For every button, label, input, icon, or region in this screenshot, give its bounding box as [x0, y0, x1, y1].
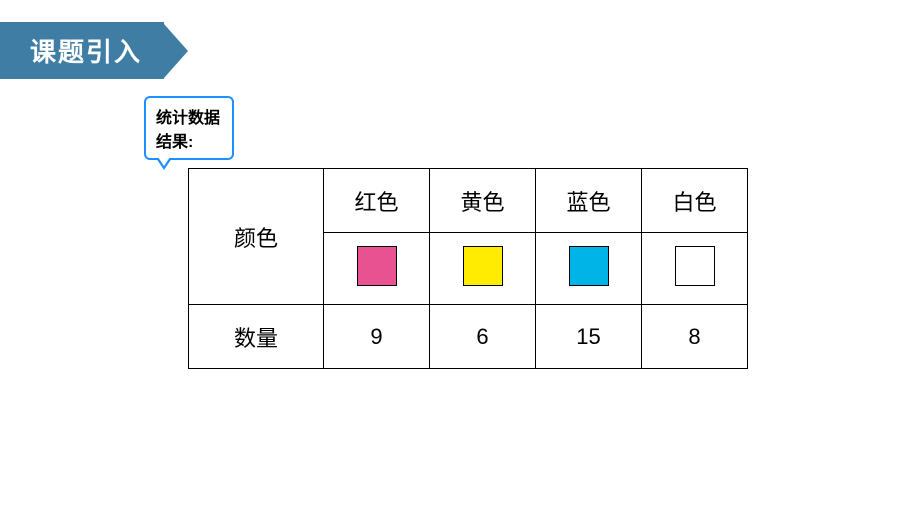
title-arrow [164, 24, 188, 78]
col-label: 白色 [642, 169, 748, 233]
col-label: 红色 [324, 169, 430, 233]
table-header-row: 颜色 红色 黄色 蓝色 白色 [189, 169, 748, 233]
color-swatch [675, 246, 715, 286]
row-header-color: 颜色 [189, 169, 324, 305]
col-label: 黄色 [430, 169, 536, 233]
callout: 统计数据 结果: [144, 96, 234, 160]
title-banner: 课题引入 [0, 22, 188, 79]
qty-cell: 8 [642, 305, 748, 369]
swatch-cell [324, 233, 430, 305]
data-table: 颜色 红色 黄色 蓝色 白色 数量 9 6 15 8 [188, 168, 748, 369]
table-qty-row: 数量 9 6 15 8 [189, 305, 748, 369]
title-text: 课题引入 [0, 22, 164, 79]
color-swatch [357, 246, 397, 286]
callout-line2: 结果: [156, 128, 222, 152]
callout-line1: 统计数据 [156, 104, 222, 128]
col-label: 蓝色 [536, 169, 642, 233]
qty-cell: 9 [324, 305, 430, 369]
callout-box: 统计数据 结果: [144, 96, 234, 160]
swatch-cell [430, 233, 536, 305]
swatch-cell [536, 233, 642, 305]
color-swatch [463, 246, 503, 286]
row-header-qty: 数量 [189, 305, 324, 369]
callout-tail-inner [158, 157, 170, 166]
swatch-cell [642, 233, 748, 305]
qty-cell: 6 [430, 305, 536, 369]
qty-cell: 15 [536, 305, 642, 369]
color-swatch [569, 246, 609, 286]
